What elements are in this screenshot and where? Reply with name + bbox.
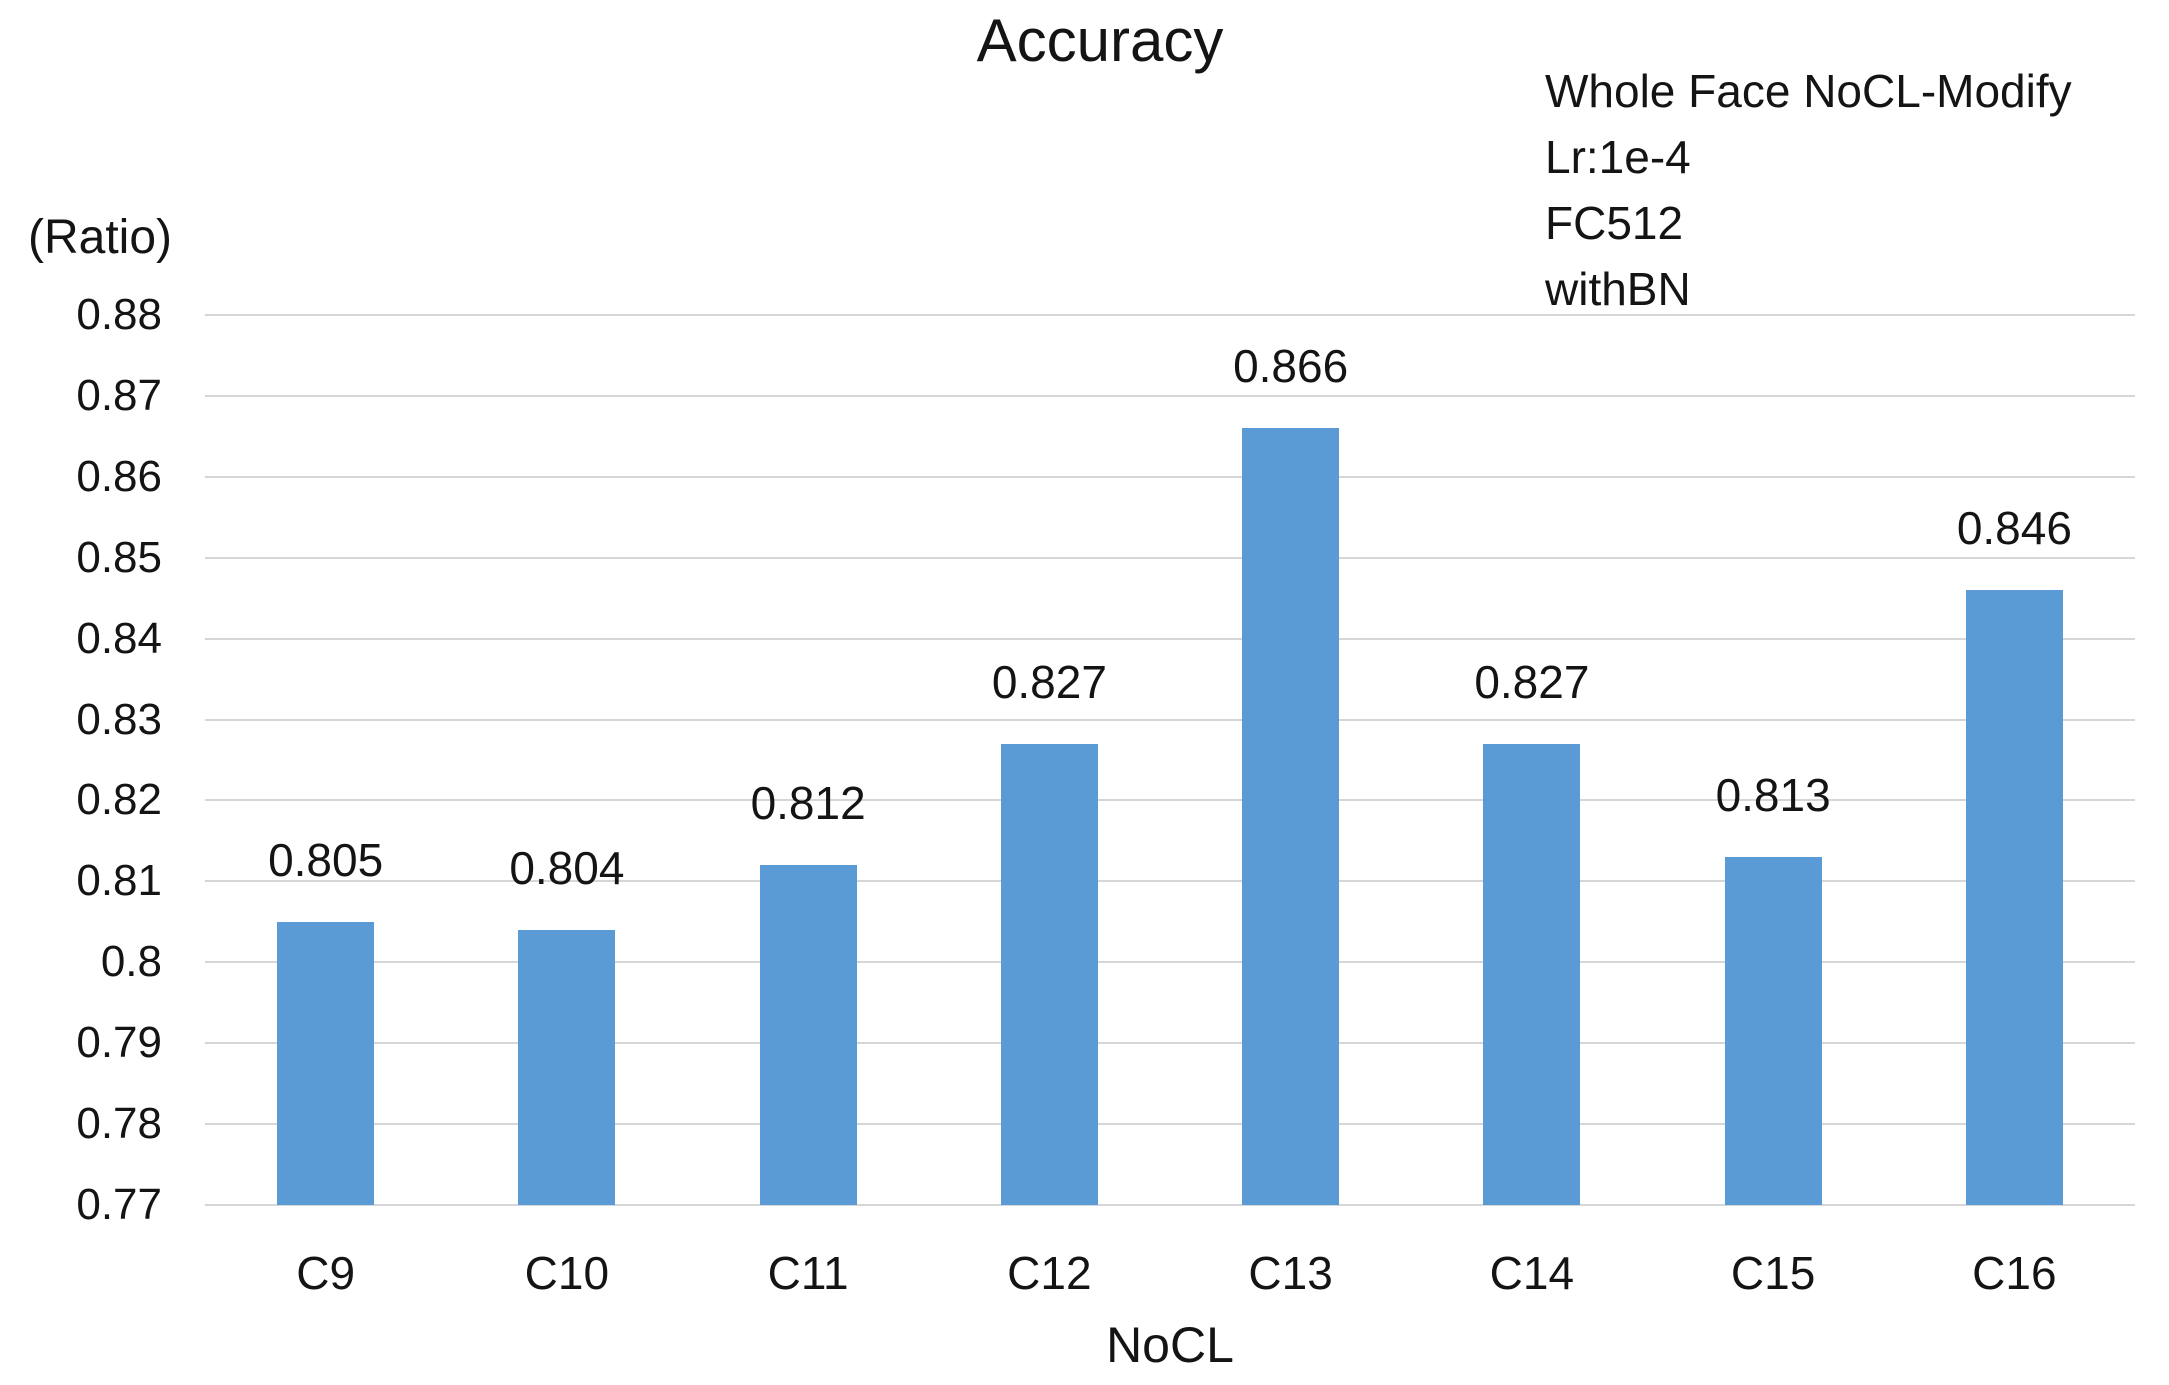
y-tick-label: 0.8 bbox=[100, 937, 162, 987]
x-tick-label: C15 bbox=[1730, 1247, 1816, 1299]
y-axis-title: (Ratio) bbox=[28, 211, 173, 264]
bar-value-label: 0.812 bbox=[750, 777, 866, 830]
gridline bbox=[205, 314, 2135, 316]
gridline bbox=[205, 637, 2135, 640]
gridline bbox=[205, 1042, 2135, 1045]
x-tick-label: C16 bbox=[1972, 1247, 2057, 1299]
bar-C11 bbox=[759, 865, 857, 1205]
bar-value-label: 0.866 bbox=[1233, 340, 1349, 393]
bar-C13 bbox=[1242, 428, 1340, 1205]
chart-title: Accuracy bbox=[976, 7, 1224, 74]
x-tick-label: C9 bbox=[296, 1247, 356, 1299]
gridline bbox=[205, 880, 2135, 883]
x-tick-label: C13 bbox=[1248, 1247, 1333, 1299]
x-tick-label: C14 bbox=[1489, 1247, 1575, 1299]
gridline bbox=[205, 799, 2135, 802]
annotation-line-4: withBN bbox=[1545, 263, 1691, 315]
gridline bbox=[205, 475, 2135, 478]
y-tick-label: 0.87 bbox=[76, 370, 162, 420]
bar-C9 bbox=[277, 921, 375, 1205]
y-tick-label: 0.86 bbox=[76, 451, 162, 501]
y-tick-label: 0.81 bbox=[76, 856, 162, 906]
x-tick-label: C11 bbox=[767, 1247, 849, 1299]
bar-value-label: 0.827 bbox=[1474, 655, 1590, 708]
bar-C10 bbox=[518, 929, 616, 1205]
y-tick-label: 0.82 bbox=[76, 775, 162, 825]
gridline bbox=[205, 961, 2135, 964]
y-tick-label: 0.78 bbox=[76, 1099, 162, 1149]
bar-value-label: 0.804 bbox=[509, 841, 625, 894]
chart-annotation: Whole Face NoCL-Modify Lr:1e-4 FC512 wit… bbox=[1545, 58, 2072, 322]
gridline bbox=[205, 1123, 2135, 1126]
y-tick-label: 0.77 bbox=[76, 1180, 162, 1229]
bar-C15 bbox=[1724, 857, 1822, 1205]
bar-value-label: 0.846 bbox=[1956, 502, 2072, 555]
annotation-line-3: FC512 bbox=[1545, 197, 1684, 249]
y-tick-label: 0.79 bbox=[76, 1018, 162, 1068]
bar-C12 bbox=[1000, 743, 1098, 1205]
bar-value-label: 0.805 bbox=[268, 833, 384, 886]
gridline bbox=[205, 1204, 2135, 1206]
gridline bbox=[205, 556, 2135, 559]
x-axis-title: NoCL bbox=[1106, 1317, 1234, 1373]
gridline bbox=[205, 394, 2135, 397]
bar-value-label: 0.813 bbox=[1715, 769, 1831, 822]
bar-C14 bbox=[1483, 743, 1581, 1205]
x-tick-label: C10 bbox=[524, 1247, 610, 1299]
x-tick-label: C12 bbox=[1007, 1247, 1092, 1299]
gridline bbox=[205, 718, 2135, 721]
y-tick-label: 0.84 bbox=[76, 613, 162, 663]
annotation-line-2: Lr:1e-4 bbox=[1545, 131, 1691, 183]
bar-value-label: 0.827 bbox=[991, 655, 1107, 708]
y-tick-label: 0.85 bbox=[76, 532, 162, 582]
annotation-line-1: Whole Face NoCL-Modify bbox=[1545, 65, 2072, 117]
y-tick-label: 0.83 bbox=[76, 694, 162, 744]
y-tick-label: 0.88 bbox=[76, 290, 162, 339]
bar-C16 bbox=[1965, 590, 2063, 1205]
